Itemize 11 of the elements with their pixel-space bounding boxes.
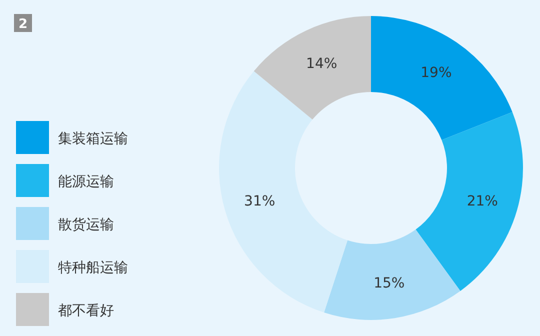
legend-label: 能源运输 <box>58 174 114 190</box>
legend-label: 都不看好 <box>58 303 114 319</box>
legend-label: 集装箱运输 <box>58 131 128 147</box>
data-label: 31% <box>244 193 276 210</box>
legend-label: 特种船运输 <box>58 260 128 276</box>
data-label: 15% <box>374 276 405 292</box>
annotation: 2 <box>14 14 32 32</box>
data-label: 21% <box>466 193 498 210</box>
legend-label: 散货运输 <box>58 217 114 233</box>
data-label: 14% <box>306 56 338 72</box>
data-label: 19% <box>420 65 452 82</box>
